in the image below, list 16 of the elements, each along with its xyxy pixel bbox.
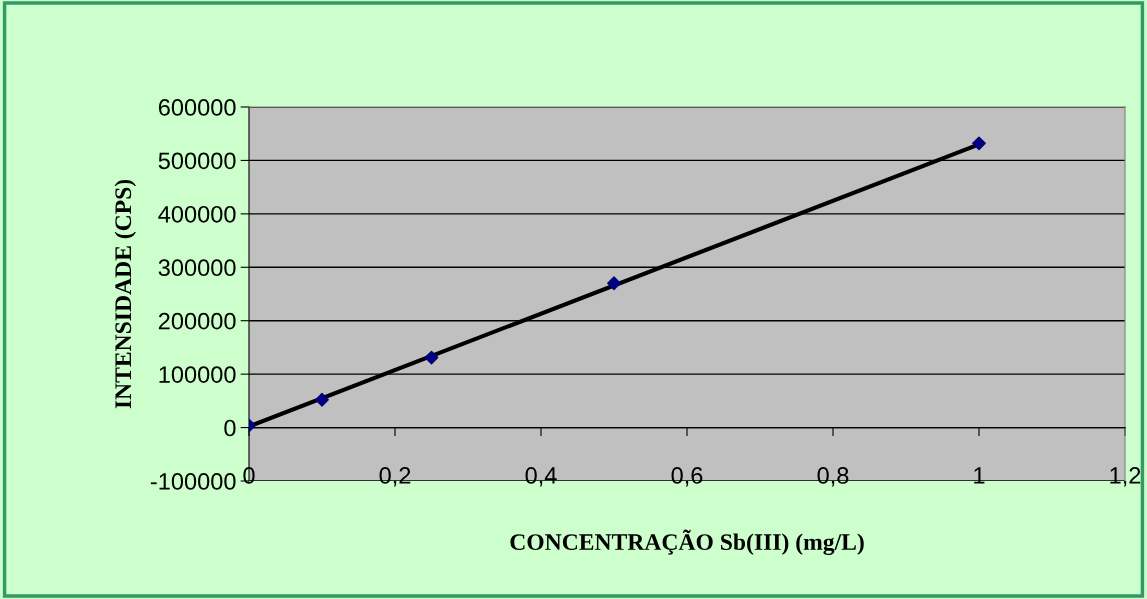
y-tick-label: -100000 bbox=[150, 473, 236, 490]
x-tick-label: 1,2 bbox=[1110, 467, 1141, 487]
y-tick-label: 300000 bbox=[158, 259, 236, 277]
point bbox=[315, 392, 329, 407]
y-axis-title: INTENSIDADE (CPS) bbox=[114, 179, 136, 409]
y-tick-label: 200000 bbox=[158, 312, 236, 330]
x-axis-title: CONCENTRAÇÃO Sb(III) (mg/L) bbox=[510, 529, 864, 556]
y-tick-label: 600000 bbox=[158, 99, 236, 116]
point bbox=[972, 136, 986, 151]
point bbox=[424, 350, 439, 365]
x-tick-label: 1 bbox=[974, 467, 985, 484]
y-tick-label: 0 bbox=[224, 419, 236, 437]
y-tick-label: 500000 bbox=[158, 152, 236, 170]
point bbox=[607, 276, 621, 291]
y-tick-label: 400000 bbox=[158, 205, 236, 223]
y-tick-label: 100000 bbox=[159, 366, 236, 383]
